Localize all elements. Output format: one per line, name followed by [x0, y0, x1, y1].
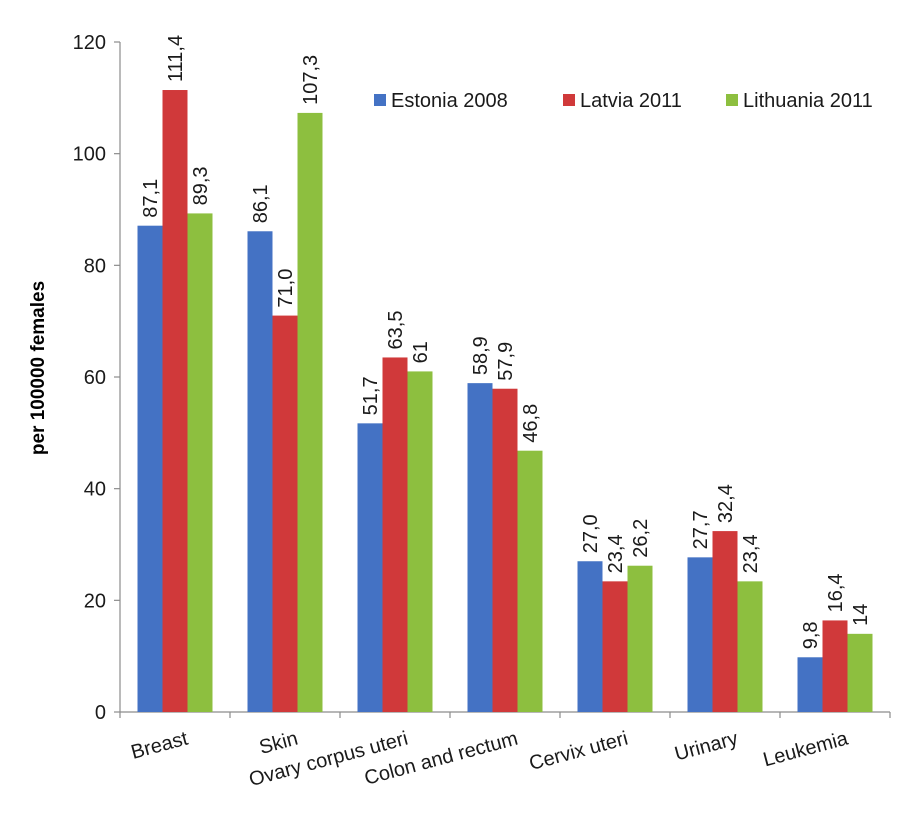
legend-label: Latvia 2011 — [580, 90, 682, 112]
bar — [272, 315, 298, 712]
y-tick-label: 40 — [84, 479, 106, 501]
bar — [847, 633, 873, 712]
legend-swatch — [726, 94, 738, 106]
data-label: 111,4 — [165, 35, 187, 82]
y-axis-title: per 100000 females — [28, 281, 49, 455]
data-label: 9,8 — [800, 621, 822, 649]
data-label: 86,1 — [250, 184, 272, 223]
legend-label: Lithuania 2011 — [743, 90, 873, 112]
x-tick-label: Breast — [129, 727, 191, 763]
x-tick-label: Urinary — [672, 728, 740, 766]
x-tick-label: Skin — [257, 728, 300, 759]
bar — [137, 225, 163, 713]
data-label: 61 — [410, 341, 432, 363]
y-tick-label: 20 — [84, 590, 106, 612]
bar — [577, 561, 603, 712]
bar — [382, 357, 408, 712]
bar — [517, 450, 543, 712]
bar — [627, 565, 653, 712]
legend-swatch — [374, 94, 386, 106]
data-label: 107,3 — [300, 55, 322, 105]
bar — [797, 657, 823, 712]
data-label: 57,9 — [495, 342, 517, 381]
bar — [247, 231, 273, 712]
y-tick-label: 100 — [73, 144, 106, 166]
data-label: 58,9 — [470, 336, 492, 375]
y-tick-label: 60 — [84, 367, 106, 389]
plot-area: 0 20 40 60 80 100 120 87,1 111,4 89,3 Breast 86,1 71… — [73, 32, 891, 791]
bar — [187, 213, 213, 713]
bar — [602, 581, 628, 712]
x-tick-label: Cervix uteri — [527, 728, 630, 775]
data-label: 14 — [850, 604, 872, 626]
data-label: 23,4 — [740, 534, 762, 573]
bar — [687, 557, 713, 712]
bar — [162, 90, 188, 713]
x-tick-label: Leukemia — [761, 727, 851, 771]
y-tick-label: 80 — [84, 255, 106, 277]
data-label: 26,2 — [630, 519, 652, 558]
bar — [712, 531, 738, 712]
data-label: 27,0 — [580, 514, 602, 553]
data-label: 63,5 — [385, 311, 407, 350]
data-label: 71,0 — [275, 269, 297, 308]
data-label: 23,4 — [605, 534, 627, 573]
legend-label: Estonia 2008 — [391, 90, 508, 112]
data-label: 16,4 — [825, 573, 847, 612]
data-label: 46,8 — [520, 404, 542, 443]
bar — [822, 620, 848, 712]
bar — [737, 581, 763, 712]
data-label: 89,3 — [190, 166, 212, 205]
data-label: 51,7 — [360, 376, 382, 415]
data-label: 32,4 — [715, 484, 737, 523]
data-label: 87,1 — [140, 179, 162, 218]
y-tick-label: 120 — [73, 32, 106, 54]
bar — [492, 388, 518, 712]
bar — [357, 423, 383, 712]
bar — [407, 371, 433, 712]
legend: Estonia 2008 Latvia 2011 Lithuania 2011 — [374, 90, 873, 112]
y-tick-label: 0 — [95, 702, 106, 724]
bar — [467, 383, 493, 712]
legend-swatch — [563, 94, 575, 106]
bar — [297, 112, 323, 713]
data-label: 27,7 — [690, 510, 712, 549]
